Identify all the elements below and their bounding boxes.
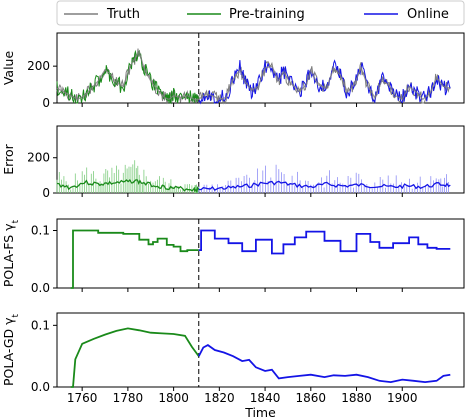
y-tick-label: 0	[42, 186, 50, 200]
y-tick-label: 0	[42, 96, 50, 110]
x-axis-label: Time	[244, 405, 276, 420]
x-tick-label: 1860	[296, 391, 327, 405]
series-online-error-spikes	[198, 164, 449, 193]
series-pretraining-line	[70, 327, 200, 388]
series-truth-line	[56, 48, 451, 105]
y-axis-label-subscript: t	[11, 219, 21, 223]
y-axis-label: POLA-GD γt	[1, 313, 21, 386]
plot-frame-value	[56, 32, 465, 104]
y-axis-label: Error	[1, 143, 16, 174]
x-tick-label: 1900	[387, 391, 418, 405]
series-pretraining-line	[56, 49, 200, 105]
x-tick-label: 1820	[204, 391, 235, 405]
x-tick-label: 1880	[341, 391, 372, 405]
legend: Truth Pre-training Online	[56, 0, 465, 26]
legend-truth-label: Truth	[106, 7, 140, 22]
series-pretraining-line	[56, 179, 200, 194]
y-tick-label: 0.0	[31, 281, 50, 295]
plot-layer: 0 200 Value 0 200 Error 0.0 0.1 POLA-FS γt 0.0 0.1…	[1, 33, 451, 420]
plot-frame-pola-gd	[56, 312, 465, 388]
y-tick-label: 200	[27, 151, 50, 165]
y-axis-label: POLA-FS γt	[1, 219, 21, 287]
y-tick-label: 200	[27, 59, 50, 73]
x-tick-label: 1760	[67, 391, 98, 405]
y-tick-label: 0.0	[31, 380, 50, 394]
y-tick-label: 0.1	[31, 318, 50, 332]
legend-online-label: Online	[407, 7, 449, 22]
y-tick-label: 0.1	[31, 224, 50, 238]
series-online-line	[198, 59, 451, 105]
x-tick-label: 1780	[113, 391, 144, 405]
series-truth-trend	[56, 49, 451, 101]
series-online-line	[198, 180, 451, 191]
series-pretraining-error-spikes	[56, 160, 199, 193]
series-pretraining-line	[70, 229, 199, 289]
legend-pretraining-label: Pre-training	[229, 7, 305, 22]
y-axis-label-subscript: t	[11, 313, 21, 317]
legend-frame	[56, 0, 465, 26]
series-online-line	[198, 229, 451, 255]
y-axis-label: Value	[1, 51, 16, 86]
series-online-line	[198, 344, 451, 384]
x-tick-label: 1840	[250, 391, 281, 405]
x-tick-label: 1800	[158, 391, 189, 405]
plot-frame-pola-fs	[56, 218, 465, 289]
